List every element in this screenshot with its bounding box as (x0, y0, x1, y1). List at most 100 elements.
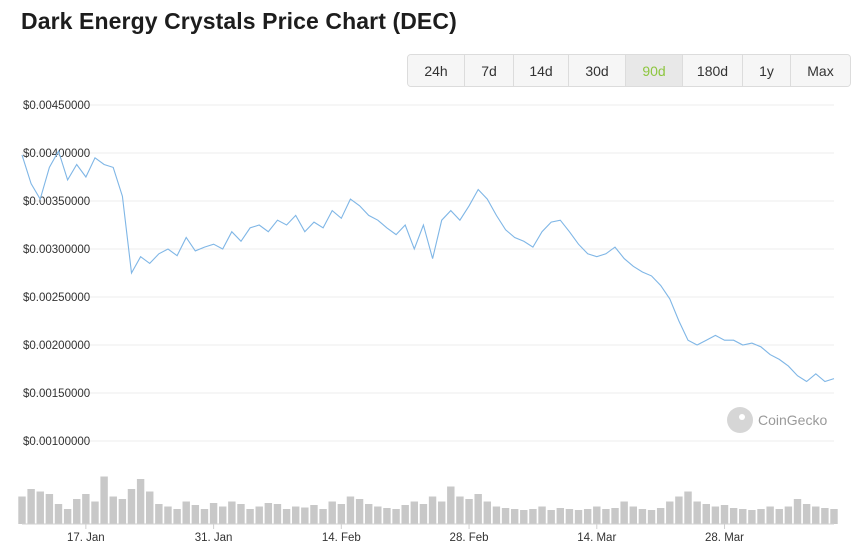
volume-bar (447, 486, 455, 524)
volume-bar (109, 496, 117, 524)
coingecko-watermark: CoinGecko (727, 407, 827, 433)
volume-bar (45, 494, 54, 524)
coingecko-logo-icon (727, 407, 753, 433)
time-range-selector: 24h 7d 14d 30d 90d 180d 1y Max (407, 54, 851, 87)
watermark-label: CoinGecko (758, 412, 828, 428)
volume-bar (556, 508, 565, 524)
range-button-90d[interactable]: 90d (626, 55, 683, 86)
x-axis: 17. Jan 31. Jan 14. Feb 28. Feb 14. Mar 28. M… (67, 524, 744, 544)
range-button-30d[interactable]: 30d (569, 55, 626, 86)
volume-bar (100, 476, 108, 524)
volume-bar (301, 507, 309, 524)
volume-bar (228, 501, 236, 524)
x-tick-label: 17. Jan (67, 532, 105, 544)
volume-bar (793, 499, 802, 524)
volume-bar (602, 509, 610, 524)
range-button-max[interactable]: Max (791, 55, 850, 86)
volume-bar (675, 496, 683, 524)
volume-bar (501, 508, 510, 524)
y-tick-label: $0.00150000 (23, 388, 90, 400)
volume-bar (437, 501, 446, 524)
volume-bar (538, 506, 546, 524)
volume-bar (209, 503, 218, 524)
volume-bar (684, 491, 692, 524)
volume-bar (830, 509, 838, 524)
range-button-7d[interactable]: 7d (465, 55, 514, 86)
y-tick-label: $0.00350000 (23, 196, 90, 208)
volume-bar (282, 509, 291, 524)
volume-bar (583, 509, 592, 524)
chart-title: Dark Energy Crystals Price Chart (DEC) (21, 8, 457, 34)
volume-bar (510, 509, 519, 524)
y-tick-label: $0.00250000 (23, 292, 90, 304)
volume-bar (173, 509, 181, 524)
volume-bar (647, 510, 656, 524)
x-tick-label: 28. Feb (450, 532, 489, 544)
volume-bar (355, 499, 364, 524)
volume-bar (821, 508, 829, 524)
volume-bar (720, 505, 729, 524)
volume-bar (812, 506, 820, 524)
volume-bar (729, 508, 738, 524)
volume-bar (91, 501, 99, 524)
volume-bar (219, 506, 227, 524)
volume-bar (611, 508, 619, 524)
volume-bar (410, 501, 419, 524)
y-tick-label: $0.00300000 (23, 244, 90, 256)
volume-bar (428, 496, 437, 524)
volume-bar (18, 496, 26, 524)
x-tick-label: 14. Feb (322, 532, 361, 544)
volume-bar (401, 505, 409, 524)
volume-bar (620, 501, 628, 524)
volume-bar (328, 501, 336, 524)
volume-bar (127, 489, 136, 524)
y-axis: $0.00450000$0.00400000$0.00350000$0.0030… (23, 100, 90, 448)
volume-bar (319, 509, 327, 524)
range-button-24h[interactable]: 24h (408, 55, 465, 86)
volume-bar (392, 509, 400, 524)
volume-bar (483, 501, 492, 524)
volume-bar (82, 494, 90, 524)
volume-bar (474, 494, 482, 524)
volume-bar (182, 501, 190, 524)
gridlines (22, 104, 834, 442)
volume-bar (465, 499, 473, 524)
volume-bar (191, 505, 200, 524)
volume-bar (656, 508, 665, 524)
volume-bar (310, 505, 318, 524)
volume-bar (346, 496, 355, 524)
volume-bar (802, 504, 811, 524)
volume-bar (237, 504, 245, 524)
volume-bar (255, 506, 263, 524)
volume-bar (273, 504, 282, 524)
y-tick-label: $0.00450000 (23, 100, 90, 112)
volume-bar (702, 504, 710, 524)
volume-bar (54, 504, 63, 524)
volume-bar (775, 509, 783, 524)
volume-bar (36, 491, 44, 524)
volume-bar (164, 506, 172, 524)
volume-bar (757, 509, 765, 524)
volume-bar (593, 506, 601, 524)
range-button-1y[interactable]: 1y (743, 55, 791, 86)
range-button-180d[interactable]: 180d (683, 55, 743, 86)
volume-bar (291, 506, 300, 524)
volume-bar (383, 508, 391, 524)
volume-bar (73, 499, 81, 524)
volume-bar (638, 509, 647, 524)
volume-bar (136, 479, 145, 524)
volume-bar (264, 503, 273, 524)
volume-bar (419, 504, 428, 524)
volume-bar (155, 504, 163, 524)
volume-bar (529, 509, 537, 524)
volume-bar (666, 501, 674, 524)
volume-bar (784, 506, 793, 524)
range-button-14d[interactable]: 14d (514, 55, 569, 86)
x-tick-label: 31. Jan (195, 532, 233, 544)
volume-bar (364, 504, 373, 524)
y-tick-label: $0.00100000 (23, 436, 90, 448)
volume-bar (337, 504, 346, 524)
volume-bar (118, 499, 127, 524)
volume-bar (492, 506, 501, 524)
